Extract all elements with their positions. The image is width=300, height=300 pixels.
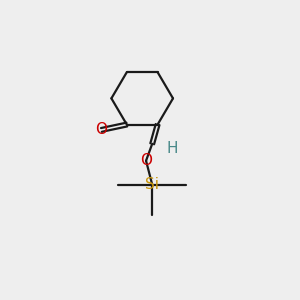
Text: Si: Si [145, 177, 159, 192]
Text: O: O [95, 122, 107, 137]
Text: H: H [167, 141, 178, 156]
Text: O: O [140, 153, 152, 168]
